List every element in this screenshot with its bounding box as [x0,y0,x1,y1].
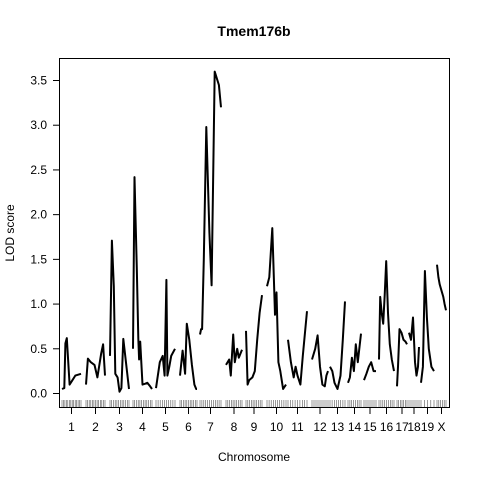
x-tick-label-chr-7: 7 [207,420,214,434]
lod-curve-chr-11 [288,311,307,384]
lod-curve-chr-1 [62,338,81,389]
lod-curve-chr-15 [364,362,376,380]
x-tick-label-chr-13: 13 [331,420,345,434]
y-axis: 0.0 0.5 1.0 1.5 2.0 2.5 3.0 3.5 [30,74,59,401]
x-tick-label-chr-9: 9 [251,420,258,434]
y-tick-label: 3.5 [30,74,47,88]
lod-curve-chr-4 [133,177,152,389]
x-tick-label-chr-8: 8 [231,420,238,434]
lod-curves [62,72,446,392]
x-tick-label-chr-4: 4 [139,420,146,434]
lod-curve-chr-3 [110,241,129,392]
lod-curve-chr-13 [330,301,345,389]
x-tick-label-chr-5: 5 [162,420,169,434]
lod-curve-chr-14 [348,334,361,383]
y-tick-label: 0.5 [30,342,47,356]
y-axis-label: LOD score [3,204,17,262]
y-tick-label: 0.0 [30,387,47,401]
lod-curve-chr-12 [312,335,328,386]
lod-curve-chr-X [437,265,446,311]
x-tick-label-chr-10: 10 [270,420,284,434]
y-tick-label: 2.5 [30,163,47,177]
lod-curve-chr-17 [397,329,407,386]
lod-curve-chr-7 [200,72,221,335]
y-tick-label: 1.5 [30,252,47,266]
x-tick-label-chr-14: 14 [348,420,362,434]
x-tick-label-chr-19: 19 [421,420,435,434]
x-tick-label-chr-12: 12 [313,420,327,434]
lod-curve-chr-6 [180,324,197,389]
y-tick-label: 1.0 [30,297,47,311]
y-tick-label: 2.0 [30,208,47,222]
chart-title: Tmem176b [217,23,290,39]
lod-curve-chr-5 [156,280,175,388]
x-tick-label-chr-18: 18 [407,420,421,434]
x-tick-label-chr-15: 15 [363,420,377,434]
x-tick-label-chr-X: X [437,420,445,434]
marker-rug [62,400,446,407]
lod-curve-chr-10 [267,228,286,389]
lod-curve-chr-2 [86,344,105,384]
x-tick-label-chr-6: 6 [185,420,192,434]
x-tick-label-chr-2: 2 [92,420,99,434]
x-axis-label: Chromosome [218,450,290,464]
lod-curve-chr-9 [246,295,262,385]
lod-curve-chr-8 [226,335,242,376]
x-tick-label-chr-1: 1 [68,420,75,434]
x-tick-label-chr-11: 11 [291,420,304,434]
x-tick-label-chr-16: 16 [380,420,394,434]
lod-curve-chr-18 [409,318,419,376]
y-tick-label: 3.0 [30,118,47,132]
lod-curve-chr-19 [421,271,434,383]
lod-curve-chr-16 [379,261,394,371]
x-tick-label-chr-3: 3 [116,420,123,434]
